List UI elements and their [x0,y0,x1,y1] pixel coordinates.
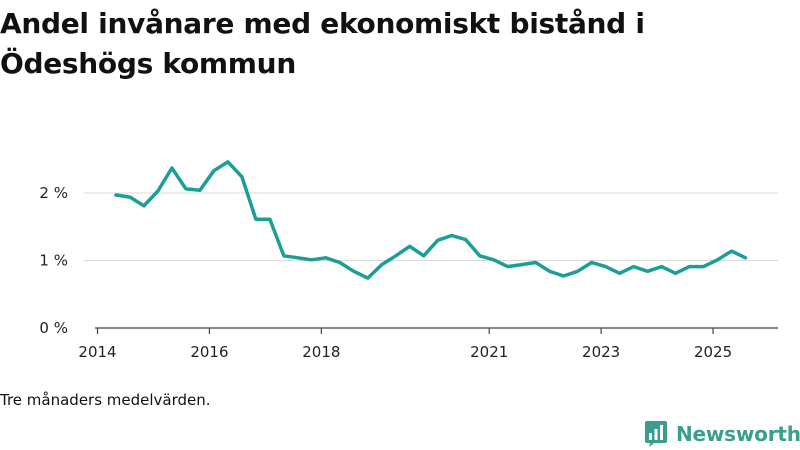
line-chart: 0 % 1 % 2 % 2014 2016 2018 2021 2023 2025 [39,160,778,361]
x-tick-label: 2016 [190,343,228,361]
x-tick-label: 2014 [78,343,116,361]
chart-title: Andel invånare med ekonomiskt bistånd i … [0,7,645,80]
x-tick-label: 2018 [302,343,340,361]
x-axis [95,327,778,334]
x-tick-label: 2023 [582,343,620,361]
x-tick-label: 2021 [470,343,508,361]
y-tick-label: 1 % [39,252,68,270]
brand-logo[interactable]: Newsworthy [644,419,800,449]
footnote: Tre månaders medelvärden. [0,391,211,409]
brand-name: Newsworthy [676,422,800,446]
series-line-0 [114,160,748,280]
x-tick-label: 2025 [694,343,732,361]
y-tick-label: 0 % [39,319,68,337]
newsworthy-logo-icon [645,421,667,447]
gridlines [84,192,778,261]
x-axis-labels: 2014 2016 2018 2021 2023 2025 [78,343,732,361]
y-axis-labels: 0 % 1 % 2 % [39,184,68,337]
series-lines [114,160,748,280]
y-tick-label: 2 % [39,184,68,202]
